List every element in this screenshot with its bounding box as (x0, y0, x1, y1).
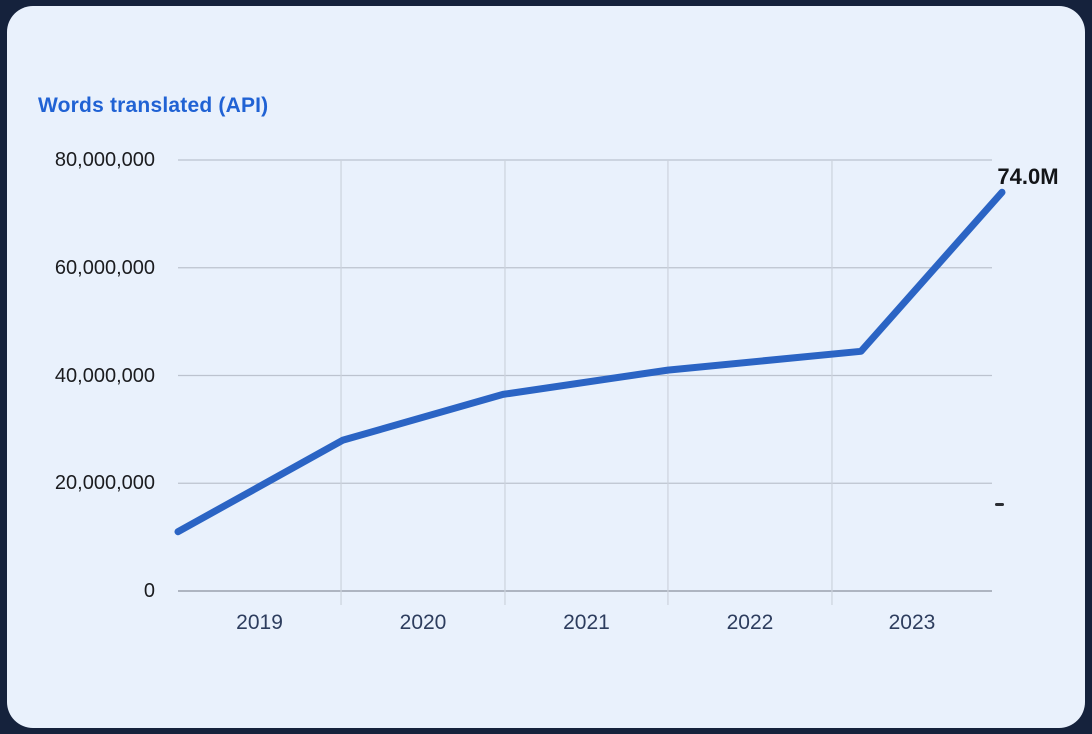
y-axis-tick-label: 0 (143, 580, 155, 602)
x-axis-tick-label: 2023 (888, 611, 936, 634)
y-axis-tick-label: 80,000,000 (54, 149, 155, 171)
x-axis-tick-label: 2022 (726, 611, 774, 634)
x-axis-tick-label: 2019 (236, 611, 283, 634)
small-dash-mark (995, 503, 1004, 506)
data-line (174, 188, 1006, 536)
y-axis-tick-label: 40,000,000 (54, 364, 155, 387)
y-axis-tick-label: 60,000,000 (54, 256, 155, 279)
end-value-label: 74.0M (997, 164, 1059, 190)
y-axis-tick-label: 20,000,000 (54, 472, 155, 495)
chart-card (7, 6, 1085, 728)
x-axis-tick-label: 2020 (399, 611, 447, 634)
x-axis-tick-label: 2021 (563, 611, 610, 634)
chart-title: Words translated (API) (38, 94, 269, 117)
